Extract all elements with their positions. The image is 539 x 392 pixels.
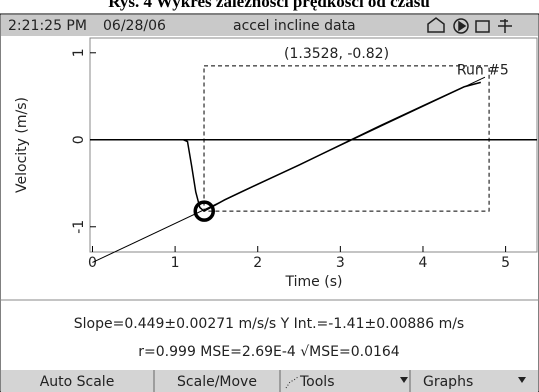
x-tick-label: 3: [336, 255, 345, 271]
series-name: Run #5: [457, 62, 509, 78]
y-tick-label: 0: [71, 135, 87, 144]
stats-line: Slope=0.449±0.00271 m/s/s Y Int.=-1.41±0…: [74, 316, 464, 332]
x-tick-label: 2: [253, 255, 262, 271]
status-time: 2:21:25 PM: [8, 18, 87, 34]
x-axis-label: Time (s): [285, 274, 343, 290]
caption: Rys. 4 Wykres zależności prędkości od cz…: [108, 0, 430, 11]
x-tick-label: 4: [419, 255, 428, 271]
toolbar-button[interactable]: Auto Scale: [40, 374, 115, 390]
stats-line: r=0.999 MSE=2.69E-4 √MSE=0.0164: [138, 344, 400, 360]
screen: Rys. 4 Wykres zależności prędkości od cz…: [0, 0, 539, 392]
x-tick-label: 0: [88, 255, 97, 271]
y-tick-label: -1: [71, 220, 87, 234]
status-file: accel incline data: [233, 18, 356, 34]
x-tick-label: 1: [171, 255, 180, 271]
x-tick-label: 5: [501, 255, 510, 271]
y-axis-label: Velocity (m/s): [14, 97, 30, 193]
toolbar-button[interactable]: Graphs: [423, 374, 473, 390]
toolbar-button[interactable]: Scale/Move: [177, 374, 257, 390]
cursor-label: (1.3528, -0.82): [284, 46, 389, 62]
y-tick-label: 1: [71, 48, 87, 57]
status-date: 06/28/06: [103, 18, 166, 34]
toolbar-button[interactable]: Tools: [299, 374, 335, 390]
page: {"caption": "Rys. 4 Wykres zależności pr…: [0, 0, 539, 392]
